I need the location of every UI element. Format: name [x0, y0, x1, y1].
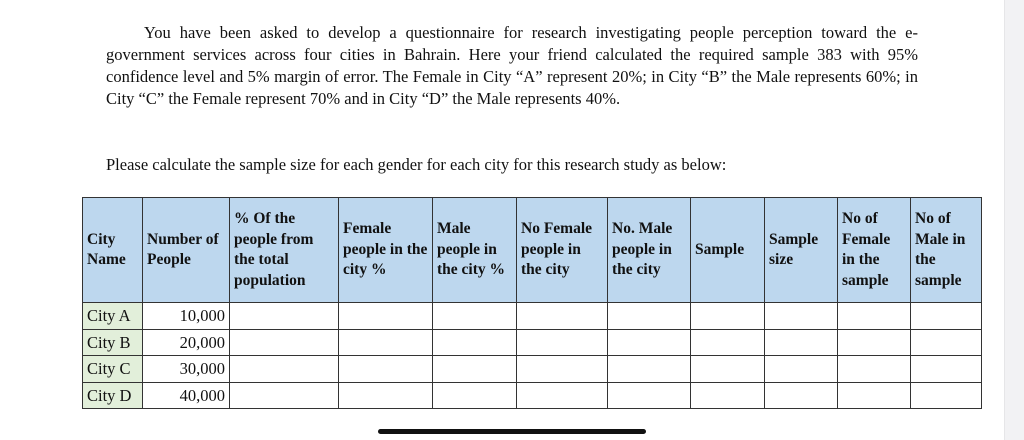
empty-answer-cell[interactable]: [910, 355, 982, 383]
empty-answer-cell[interactable]: [516, 328, 608, 356]
empty-answer-cell[interactable]: [338, 355, 433, 383]
people-count-cell: 40,000: [142, 381, 230, 409]
empty-answer-cell[interactable]: [910, 328, 982, 356]
home-indicator[interactable]: [378, 429, 646, 434]
sample-size-table: City Name Number of People % Of the peop…: [82, 197, 982, 409]
empty-answer-cell[interactable]: [338, 302, 433, 330]
empty-answer-cell[interactable]: [764, 381, 838, 409]
empty-answer-cell[interactable]: [516, 355, 608, 383]
header-percent-population: % Of the people from the total populatio…: [229, 197, 339, 303]
header-number-of-people: Number of People: [142, 197, 230, 303]
empty-answer-cell[interactable]: [690, 355, 765, 383]
city-name-cell: City A: [82, 302, 143, 330]
city-name-cell: City D: [82, 381, 143, 409]
empty-answer-cell[interactable]: [607, 328, 691, 356]
instruction-text: Please calculate the sample size for eac…: [106, 155, 727, 174]
empty-answer-cell[interactable]: [837, 381, 911, 409]
empty-answer-cell[interactable]: [764, 302, 838, 330]
empty-answer-cell[interactable]: [229, 328, 339, 356]
empty-answer-cell[interactable]: [837, 328, 911, 356]
empty-answer-cell[interactable]: [607, 381, 691, 409]
empty-answer-cell[interactable]: [229, 302, 339, 330]
city-name-cell: City B: [82, 328, 143, 356]
question-paragraph: You have been asked to develop a questio…: [106, 23, 918, 108]
empty-answer-cell[interactable]: [607, 302, 691, 330]
header-male-percent: Male people in the city %: [432, 197, 517, 303]
header-sample-size: Sample size: [764, 197, 838, 303]
table-row: City C 30,000: [82, 355, 982, 383]
table-header-row: City Name Number of People % Of the peop…: [82, 197, 982, 303]
header-no-male: No. Male people in the city: [607, 197, 691, 303]
empty-answer-cell[interactable]: [229, 381, 339, 409]
scrollbar-track[interactable]: [1004, 0, 1024, 440]
empty-answer-cell[interactable]: [837, 355, 911, 383]
empty-answer-cell[interactable]: [690, 381, 765, 409]
empty-answer-cell[interactable]: [910, 302, 982, 330]
table-row: City D 40,000: [82, 381, 982, 409]
empty-answer-cell[interactable]: [764, 328, 838, 356]
city-name-cell: City C: [82, 355, 143, 383]
empty-answer-cell[interactable]: [910, 381, 982, 409]
header-no-female: No Female people in the city: [516, 197, 608, 303]
people-count-cell: 20,000: [142, 328, 230, 356]
empty-answer-cell[interactable]: [607, 355, 691, 383]
table-row: City B 20,000: [82, 328, 982, 356]
people-count-cell: 30,000: [142, 355, 230, 383]
empty-answer-cell[interactable]: [432, 381, 517, 409]
header-female-percent: Female people in the city %: [338, 197, 433, 303]
empty-answer-cell[interactable]: [338, 381, 433, 409]
empty-answer-cell[interactable]: [432, 355, 517, 383]
header-female-in-sample: No of Female in the sample: [837, 197, 911, 303]
empty-answer-cell[interactable]: [837, 302, 911, 330]
empty-answer-cell[interactable]: [229, 355, 339, 383]
people-count-cell: 10,000: [142, 302, 230, 330]
empty-answer-cell[interactable]: [764, 355, 838, 383]
header-sample: Sample: [690, 197, 765, 303]
empty-answer-cell[interactable]: [690, 328, 765, 356]
header-city-name: City Name: [82, 197, 143, 303]
empty-answer-cell[interactable]: [338, 328, 433, 356]
table-row: City A 10,000: [82, 302, 982, 330]
empty-answer-cell[interactable]: [432, 328, 517, 356]
empty-answer-cell[interactable]: [690, 302, 765, 330]
empty-answer-cell[interactable]: [516, 302, 608, 330]
header-male-in-sample: No of Male in the sample: [910, 197, 982, 303]
empty-answer-cell[interactable]: [516, 381, 608, 409]
empty-answer-cell[interactable]: [432, 302, 517, 330]
